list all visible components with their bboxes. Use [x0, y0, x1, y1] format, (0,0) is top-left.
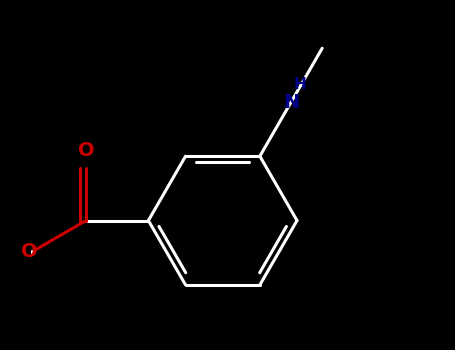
Text: O: O	[21, 242, 38, 261]
Text: N: N	[283, 93, 299, 112]
Text: H: H	[294, 77, 307, 92]
Text: O: O	[78, 141, 94, 160]
